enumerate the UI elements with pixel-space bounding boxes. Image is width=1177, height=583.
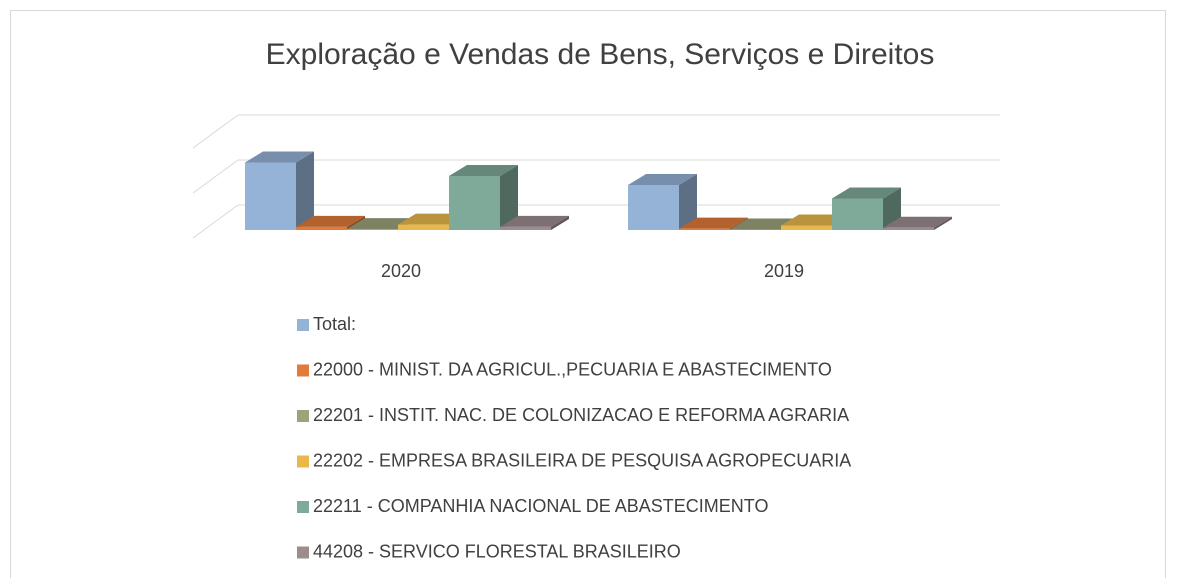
legend-swatch xyxy=(297,365,309,377)
bar xyxy=(781,226,832,231)
bar xyxy=(398,225,449,230)
chart-border xyxy=(11,11,1166,579)
legend-swatch xyxy=(297,501,309,513)
bar xyxy=(628,185,679,230)
bar xyxy=(449,176,500,230)
legend-label: Total: xyxy=(313,314,356,334)
legend-swatch xyxy=(297,319,309,331)
x-tick-label: 2019 xyxy=(764,261,804,281)
legend-label: 22201 - INSTIT. NAC. DE COLONIZACAO E RE… xyxy=(313,405,849,425)
bar xyxy=(296,227,347,230)
legend-label: 22211 - COMPANHIA NACIONAL DE ABASTECIME… xyxy=(313,496,768,516)
bar xyxy=(347,229,398,230)
legend-label: 44208 - SERVICO FLORESTAL BRASILEIRO xyxy=(313,541,681,561)
bar xyxy=(883,228,934,230)
legend-label: 22000 - MINIST. DA AGRICUL.,PECUARIA E A… xyxy=(313,359,832,379)
bar xyxy=(500,227,551,230)
chart-title: Exploração e Vendas de Bens, Serviços e … xyxy=(266,38,935,71)
bar xyxy=(832,199,883,231)
legend-swatch xyxy=(297,456,309,468)
legend-label: 22202 - EMPRESA BRASILEIRA DE PESQUISA A… xyxy=(313,450,851,470)
legend-swatch xyxy=(297,410,309,422)
bar xyxy=(679,229,730,230)
x-tick-label: 2020 xyxy=(381,261,421,281)
bar xyxy=(245,163,296,231)
legend-swatch xyxy=(297,547,309,559)
